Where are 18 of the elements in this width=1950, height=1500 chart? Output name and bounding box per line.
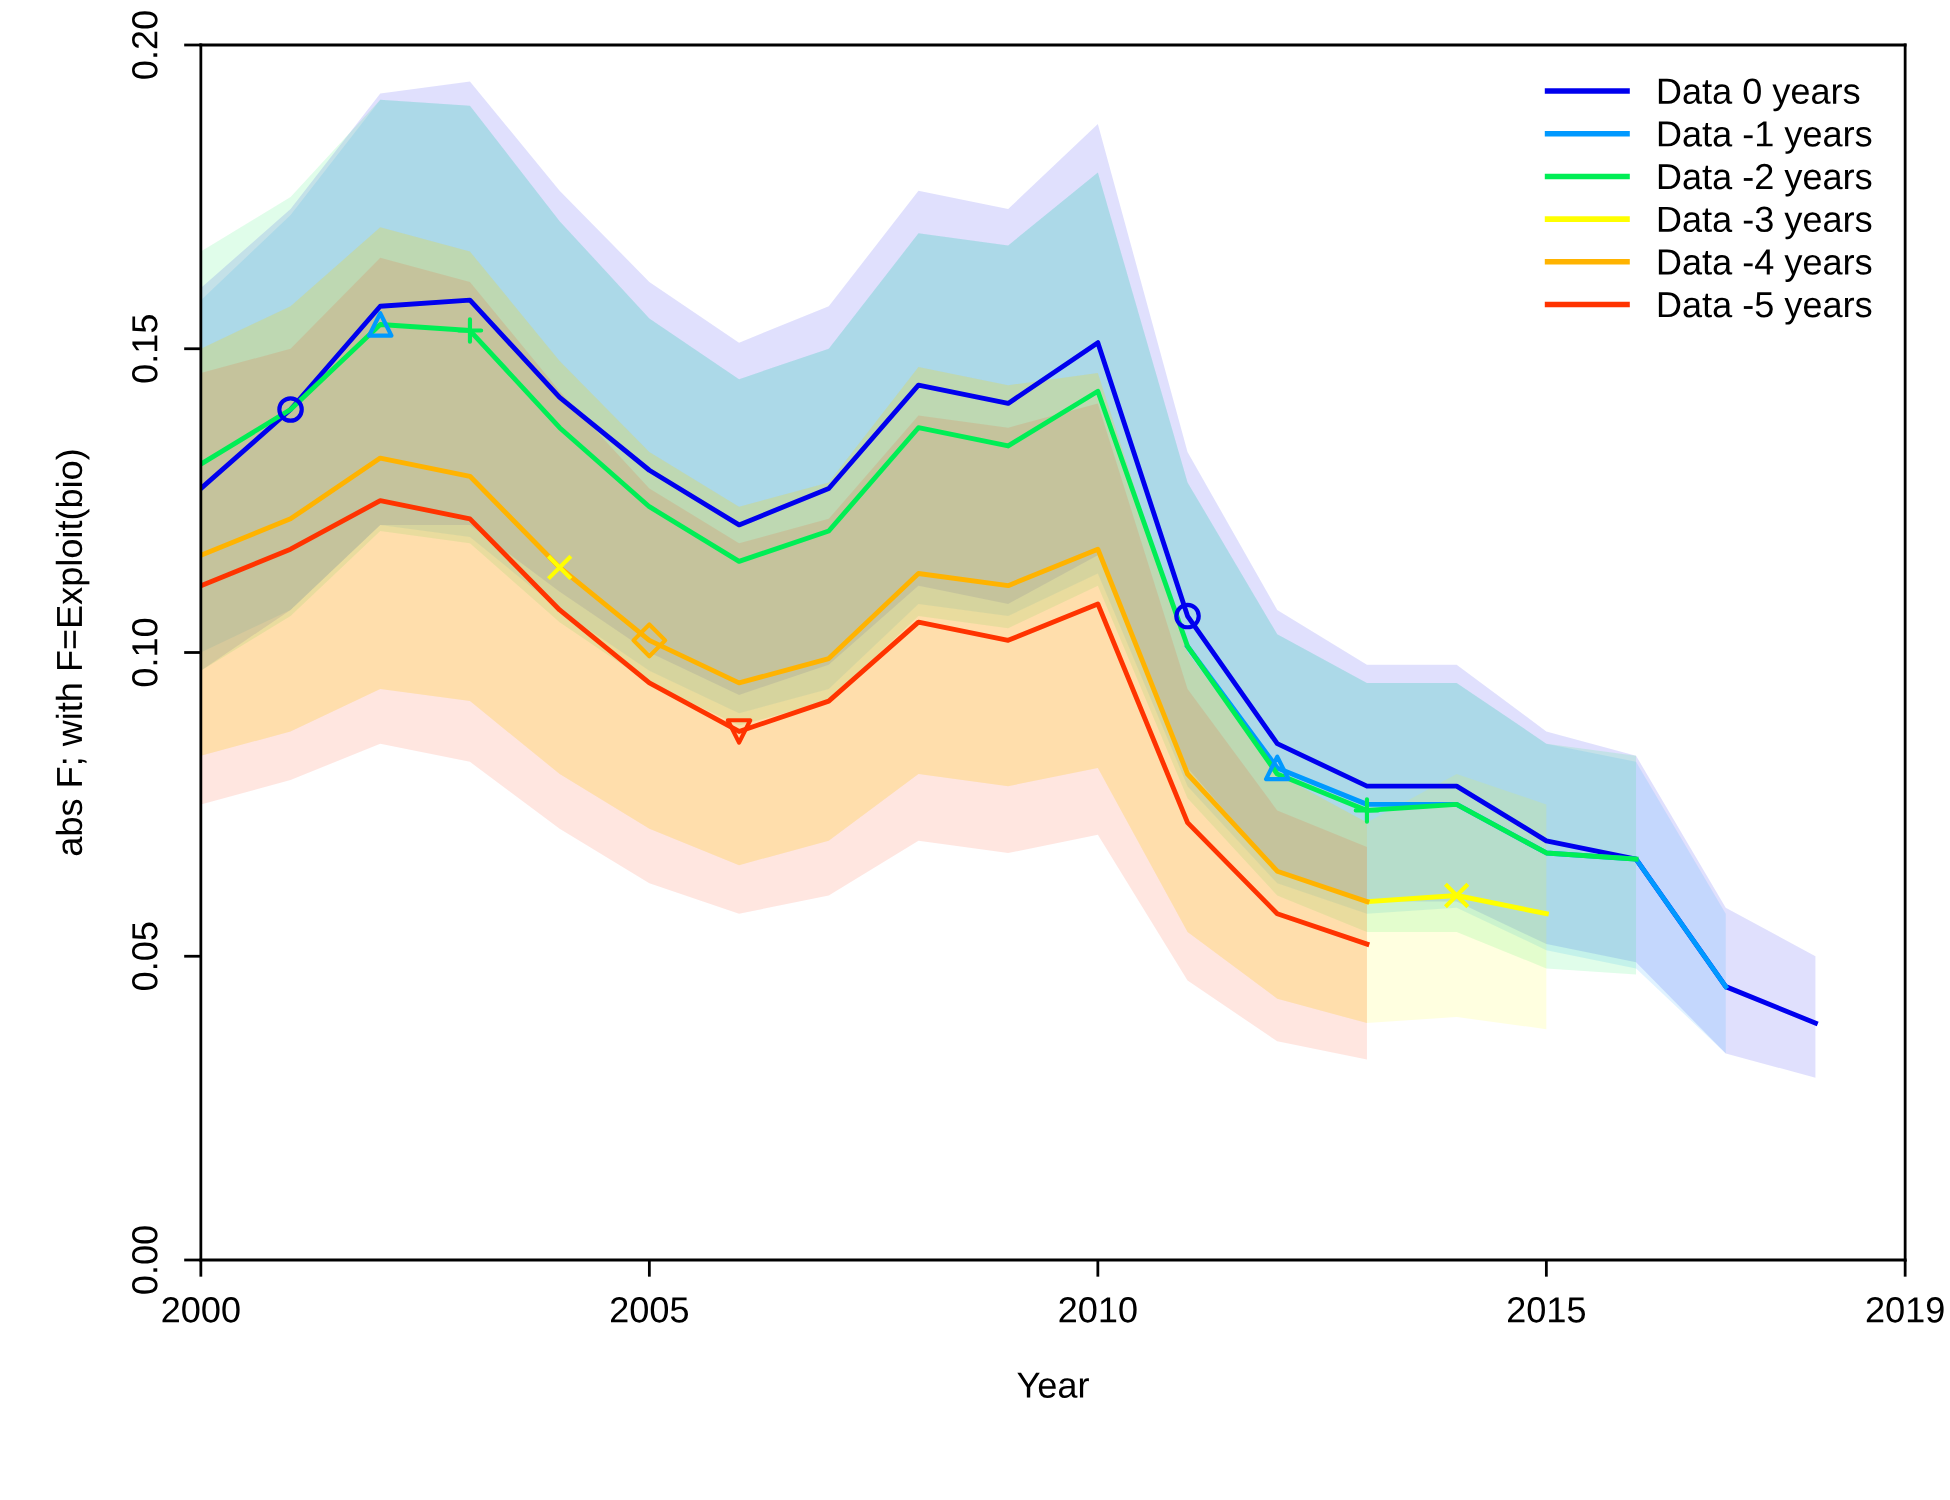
y-tick-label: 0.00 — [132, 1226, 158, 1294]
x-tick-label: 2019 — [1866, 1297, 1944, 1323]
y-tick-label: 0.20 — [132, 11, 158, 79]
y-tick-label: 0.15 — [132, 315, 158, 383]
y-axis-title: abs F; with F=Exploit(bio) — [55, 450, 90, 856]
x-tick-label: 2000 — [162, 1297, 240, 1323]
y-tick-label: 0.05 — [132, 922, 158, 990]
legend-label: Data -5 years — [1658, 292, 1872, 325]
legend-label: Data -4 years — [1658, 249, 1872, 282]
x-tick-label: 2005 — [611, 1297, 689, 1323]
legend-label: Data -3 years — [1658, 206, 1872, 240]
y-tick-label: 0.10 — [132, 618, 158, 687]
x-tick-label: 2015 — [1508, 1297, 1586, 1323]
x-tick-label: 2010 — [1059, 1297, 1137, 1323]
legend-label: Data 0 years — [1658, 78, 1860, 112]
x-axis-title: Year — [1017, 1372, 1089, 1398]
legend-label: Data -2 years — [1658, 163, 1872, 197]
legend-label: Data -1 years — [1658, 121, 1872, 154]
